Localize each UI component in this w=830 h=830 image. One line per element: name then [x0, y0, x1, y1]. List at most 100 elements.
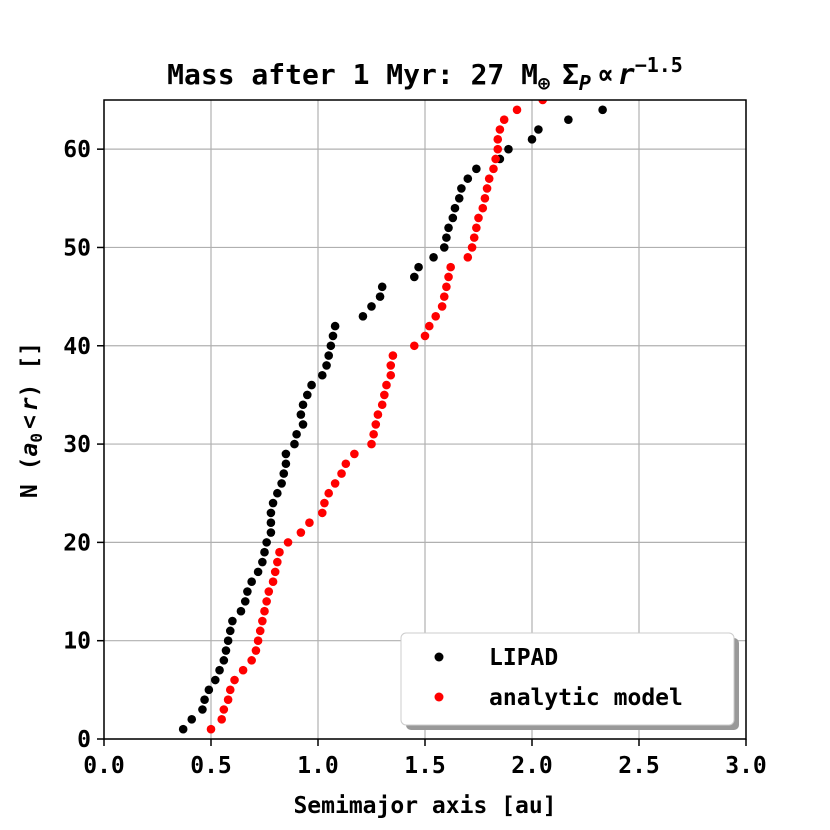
point-lipad [448, 213, 458, 223]
point-lipad [439, 243, 449, 252]
point-analytic-model [439, 292, 449, 301]
point-analytic-model [217, 715, 226, 724]
title-exponent: −1.5 [635, 53, 683, 77]
point-lipad [414, 262, 423, 272]
point-analytic-model [225, 685, 235, 695]
point-lipad [260, 547, 269, 557]
point-analytic-model [493, 144, 503, 154]
data-points [178, 100, 607, 734]
point-lipad [281, 449, 291, 459]
point-lipad [429, 252, 438, 262]
legend-box [400, 632, 735, 726]
point-lipad [298, 420, 308, 429]
point-analytic-model [431, 311, 441, 321]
y-axis-label: N (a0 < r) [] [17, 342, 46, 498]
title-sigma: Σ [562, 58, 579, 91]
point-lipad [187, 715, 197, 724]
point-lipad [279, 469, 289, 478]
point-analytic-model [251, 646, 261, 655]
point-analytic-model [512, 105, 522, 115]
point-lipad [215, 665, 224, 675]
point-analytic-model [320, 498, 329, 508]
point-analytic-model [324, 488, 334, 498]
point-lipad [298, 400, 308, 410]
point-analytic-model [367, 439, 376, 449]
point-analytic-model [253, 636, 263, 645]
point-analytic-model [369, 429, 378, 439]
point-analytic-model [305, 518, 314, 528]
point-analytic-model [382, 380, 391, 390]
x-tick-label: 2.5 [618, 753, 660, 779]
point-analytic-model [258, 616, 267, 626]
point-analytic-model [264, 587, 274, 596]
point-analytic-model [386, 370, 396, 380]
y-tick-label: 10 [63, 629, 91, 655]
point-analytic-model [296, 528, 306, 537]
point-analytic-model [480, 194, 490, 203]
y-label-r: r [17, 397, 43, 411]
point-analytic-model [275, 547, 284, 557]
point-analytic-model [472, 223, 481, 233]
chart-title-main: Mass after 1 Myr: 27 M [167, 58, 538, 91]
title-r: r [618, 58, 635, 91]
point-analytic-model [469, 233, 479, 242]
point-analytic-model [350, 449, 359, 459]
point-lipad [277, 479, 286, 488]
point-lipad [228, 616, 237, 626]
legend-label-analytic-model: analytic model [489, 685, 683, 711]
point-analytic-model [538, 100, 547, 105]
point-analytic-model [268, 577, 278, 587]
point-analytic-model [371, 420, 381, 429]
point-analytic-model [283, 538, 293, 547]
point-analytic-model [424, 321, 434, 331]
y-label-suffix: ) [] [17, 342, 43, 397]
legend-marker-analytic-model [434, 692, 444, 702]
point-lipad [296, 410, 306, 419]
point-lipad [178, 724, 188, 734]
point-analytic-model [377, 400, 387, 410]
y-label-a: a [17, 443, 43, 457]
point-analytic-model [444, 272, 453, 282]
point-lipad [307, 380, 316, 390]
x-tick-label: 0.0 [83, 753, 125, 779]
point-lipad [598, 105, 607, 115]
point-lipad [273, 488, 282, 498]
point-lipad [326, 341, 336, 351]
point-lipad [322, 361, 331, 370]
point-lipad [266, 508, 276, 518]
title-proportional: ∝ [597, 58, 614, 91]
point-lipad [253, 567, 263, 577]
y-label-sub: 0 [27, 433, 46, 443]
point-lipad [457, 184, 466, 193]
point-analytic-model [373, 410, 383, 419]
y-tick-label: 40 [63, 334, 91, 360]
point-analytic-model [446, 262, 455, 272]
point-lipad [303, 390, 312, 400]
point-lipad [219, 656, 229, 665]
point-lipad [442, 233, 451, 242]
point-lipad [198, 705, 207, 714]
point-analytic-model [317, 508, 327, 518]
point-lipad [454, 194, 464, 203]
point-lipad [223, 636, 233, 645]
point-lipad [317, 370, 327, 380]
point-analytic-model [386, 361, 396, 370]
point-analytic-model [463, 252, 473, 262]
point-analytic-model [388, 351, 398, 360]
y-tick-label: 50 [63, 235, 91, 261]
point-analytic-model [478, 203, 488, 213]
point-analytic-model [420, 331, 430, 341]
point-analytic-model [493, 135, 503, 144]
point-lipad [450, 203, 460, 213]
point-analytic-model [380, 390, 389, 400]
y-tick-label: 60 [63, 137, 91, 163]
point-lipad [266, 518, 276, 528]
point-analytic-model [230, 675, 239, 685]
point-lipad [221, 646, 231, 655]
point-lipad [266, 528, 276, 537]
x-tick-label: 0.5 [190, 753, 232, 779]
point-lipad [281, 459, 291, 469]
legend: LIPAD analytic model [400, 632, 739, 730]
point-analytic-model [330, 479, 340, 488]
